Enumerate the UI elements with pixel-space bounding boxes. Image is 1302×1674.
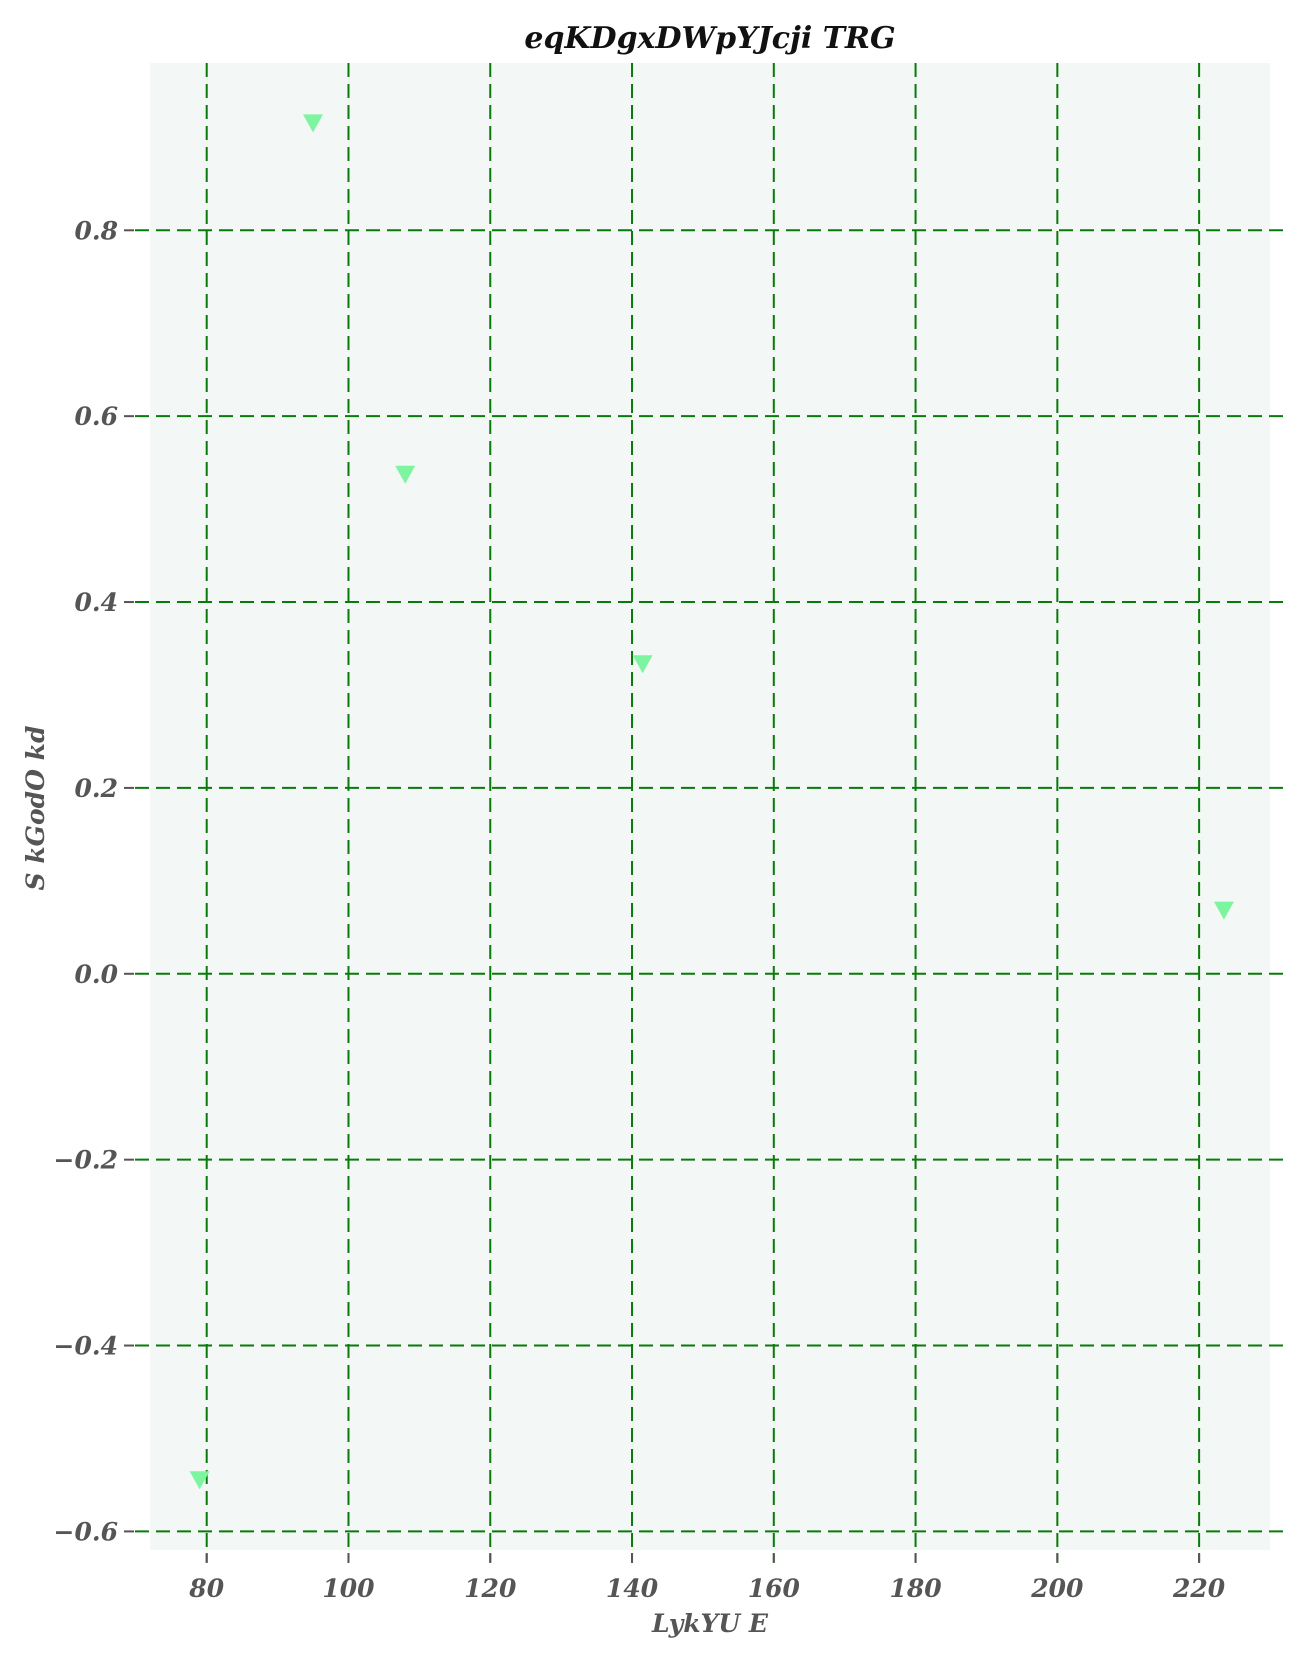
x-tick-label: 180: [889, 1574, 942, 1603]
y-tick-label: 0.6: [75, 402, 119, 431]
y-axis-label: S kGodO kd: [21, 726, 50, 891]
x-axis-label: LykYU E: [651, 1609, 769, 1638]
y-tick-label: 0.2: [75, 774, 119, 803]
data-point-marker: [395, 465, 416, 484]
data-points: [189, 114, 1234, 1490]
x-tick-label: 140: [606, 1574, 659, 1603]
grid-lines: [135, 63, 1288, 1562]
x-tick-label: 200: [1030, 1574, 1084, 1603]
y-tick-label: −0.6: [54, 1517, 118, 1546]
plot-area: [150, 63, 1270, 1550]
y-tick-label: −0.4: [54, 1332, 118, 1361]
data-point-marker: [189, 1471, 210, 1490]
data-point-marker: [1213, 901, 1234, 920]
x-tick-label: 120: [464, 1574, 517, 1603]
y-tick-label: 0.4: [75, 588, 119, 617]
data-point-marker: [303, 114, 324, 133]
y-tick-label: 0.0: [75, 960, 119, 989]
y-tick-label: 0.8: [75, 216, 119, 245]
axis-ticks: −0.6 −0.4 −0.2 0.0 0.2 0.4 0.6 0.8 80 100 120 140 16…: [54, 216, 1226, 1603]
x-tick-label: 160: [748, 1574, 801, 1603]
y-tick-label: −0.2: [54, 1146, 118, 1175]
chart-title: eqKDgxDWpYJcji TRG: [524, 21, 895, 56]
data-point-marker: [632, 655, 653, 674]
x-tick-label: 220: [1172, 1574, 1226, 1603]
x-tick-label: 100: [322, 1574, 375, 1603]
x-tick-label: 80: [188, 1574, 224, 1603]
